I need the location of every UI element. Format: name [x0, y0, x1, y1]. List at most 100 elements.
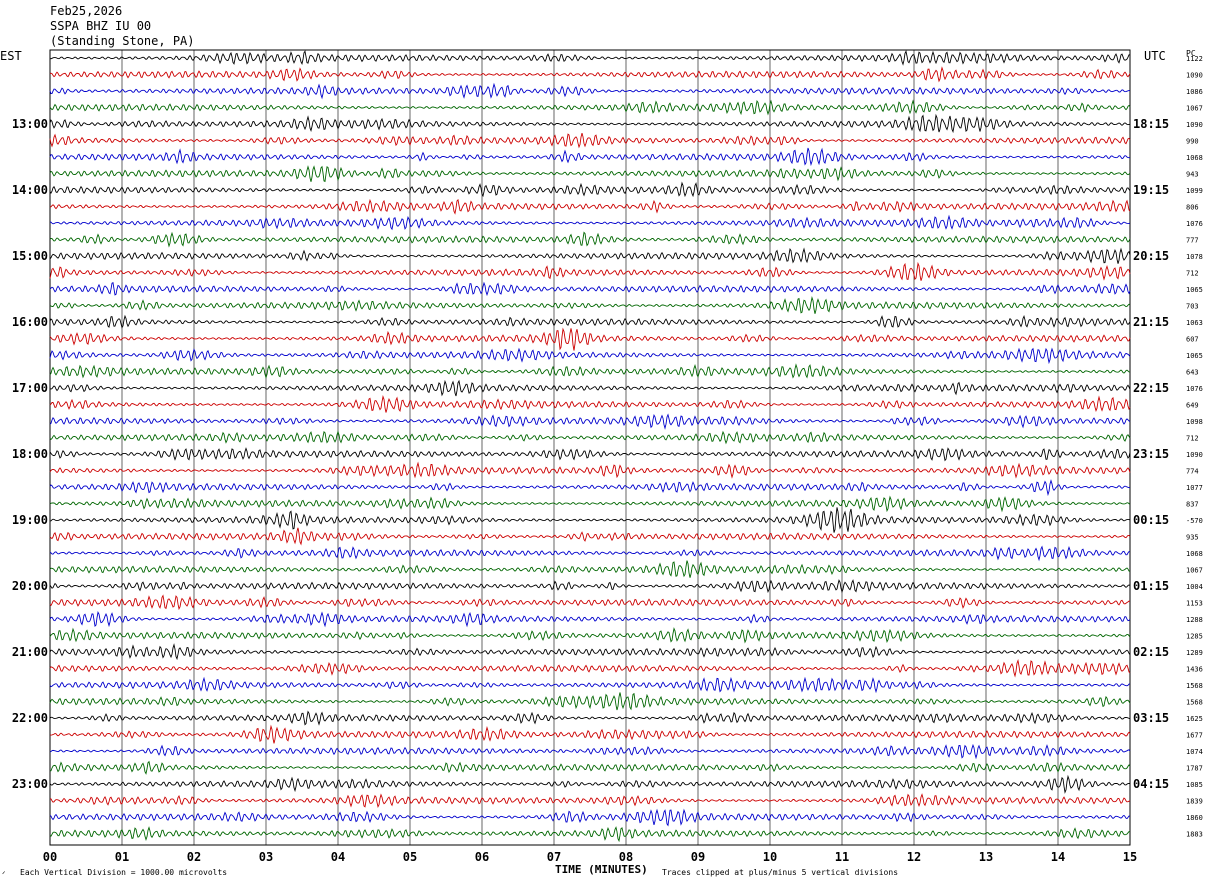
- utc-hour-label: 02:15: [1133, 645, 1169, 659]
- trace-offset-label: 1839: [1186, 798, 1203, 806]
- x-tick-label: 09: [691, 850, 705, 864]
- trace-offset-label: 1883: [1186, 831, 1203, 839]
- trace-offset-label: 837: [1186, 501, 1199, 509]
- trace-line: [49, 461, 1131, 479]
- trace-line: [49, 363, 1131, 379]
- trace-offset-label: 943: [1186, 171, 1199, 179]
- trace-offset-label: 1289: [1186, 649, 1203, 657]
- trace-offset-label: 1078: [1186, 253, 1203, 261]
- trace-line: [49, 760, 1131, 775]
- x-tick-label: 12: [907, 850, 921, 864]
- trace-offset-label: 1065: [1186, 286, 1203, 294]
- trace-offset-label: 1074: [1186, 748, 1203, 756]
- header-date: Feb25,2026: [50, 4, 123, 18]
- utc-hour-label: 01:15: [1133, 579, 1169, 593]
- trace-line: [49, 347, 1131, 365]
- trace-line: [49, 132, 1131, 149]
- est-hour-label: 18:00: [12, 447, 48, 461]
- trace-offset-label: 1568: [1186, 699, 1203, 707]
- x-tick-label: 05: [403, 850, 417, 864]
- trace-offset-label: -570: [1186, 517, 1203, 525]
- trace-line: [49, 181, 1131, 198]
- trace-offset-label: 703: [1186, 303, 1199, 311]
- trace-offset-label: 643: [1186, 369, 1199, 377]
- est-hour-label: 22:00: [12, 711, 48, 725]
- est-hour-label: 19:00: [12, 513, 48, 527]
- trace-line: [49, 579, 1131, 594]
- x-tick-label: 15: [1123, 850, 1137, 864]
- trace-line: [49, 545, 1131, 562]
- trace-offset-label: 649: [1186, 402, 1199, 410]
- utc-hour-label: 03:15: [1133, 711, 1169, 725]
- x-tick-label: 08: [619, 850, 633, 864]
- trace-line: [49, 231, 1131, 248]
- x-tick-label: 02: [187, 850, 201, 864]
- trace-line: [49, 594, 1131, 611]
- trace-offset-label: 1677: [1186, 732, 1203, 740]
- trace-line: [49, 627, 1131, 644]
- trace-offset-label: 1086: [1186, 88, 1203, 96]
- est-hour-labels: 13:00 14:00 15:00 16:00 17:00 18:00 19:00 20:00…: [12, 117, 48, 791]
- trace-line: [49, 295, 1131, 314]
- trace-offset-label: 1787: [1186, 765, 1203, 773]
- trace-offset-label: 1076: [1186, 385, 1203, 393]
- trace-line: [49, 50, 1130, 66]
- left-unit-label: EST: [0, 49, 22, 63]
- trace-line: [49, 743, 1131, 760]
- trace-offset-label: 1099: [1186, 187, 1203, 195]
- trace-offset-label: 1067: [1186, 567, 1203, 575]
- utc-hour-label: 18:15: [1133, 117, 1169, 131]
- x-axis-ticks: 00 01 02 03 04 05 06 07 08 09 10 11 12 13 14 15: [43, 850, 1137, 864]
- trace-line: [49, 560, 1131, 578]
- trace-line: [49, 527, 1131, 546]
- trace-line: [49, 826, 1131, 843]
- trace-offset-label: 1065: [1186, 352, 1203, 360]
- trace-line: [49, 113, 1131, 134]
- est-hour-label: 17:00: [12, 381, 48, 395]
- trace-offset-label: 1068: [1186, 550, 1203, 558]
- trace-line: [49, 495, 1131, 513]
- trace-line: [49, 413, 1131, 430]
- x-tick-label: 13: [979, 850, 993, 864]
- trace-line: [49, 793, 1131, 809]
- trace-line: [49, 610, 1131, 628]
- trace-offset-label: 1122: [1186, 55, 1203, 63]
- header-station: SSPA BHZ IU 00: [50, 19, 152, 33]
- trace-offset-label: 712: [1186, 270, 1199, 278]
- trace-offset-label: 1568: [1186, 682, 1203, 690]
- trace-line: [49, 281, 1131, 297]
- utc-hour-label: 20:15: [1133, 249, 1169, 263]
- x-tick-label: 10: [763, 850, 777, 864]
- trace-line: [50, 724, 1131, 744]
- x-tick-label: 14: [1051, 850, 1065, 864]
- x-tick-label: 00: [43, 850, 57, 864]
- trace-line: [49, 774, 1131, 794]
- corner-label: PC: [1186, 49, 1196, 58]
- trace-offset-label: 1288: [1186, 616, 1203, 624]
- clip-note: Traces clipped at plus/minus 5 vertical …: [662, 868, 899, 877]
- x-tick-label: 06: [475, 850, 489, 864]
- est-hour-label: 15:00: [12, 249, 48, 263]
- trace-line: [49, 808, 1131, 827]
- trace-line: [49, 643, 1131, 661]
- trace-line: [49, 198, 1131, 215]
- trace-offset-label: 1004: [1186, 583, 1203, 591]
- trace-line: [49, 479, 1131, 497]
- utc-hour-labels: 18:15 19:15 20:15 21:15 22:15 23:15 00:15 01:15…: [1133, 117, 1169, 791]
- trace-line: [49, 214, 1131, 231]
- trace-line: [49, 507, 1131, 533]
- trace-offset-label: 1090: [1186, 121, 1203, 129]
- trace-offset-label: 774: [1186, 468, 1199, 476]
- est-hour-label: 21:00: [12, 645, 48, 659]
- trace-line: [49, 447, 1131, 462]
- trace-offset-label: 777: [1186, 237, 1199, 245]
- x-tick-label: 04: [331, 850, 345, 864]
- grid-lines: [49, 49, 1131, 846]
- trace-offset-label: 1068: [1186, 154, 1203, 162]
- trace-line: [49, 658, 1131, 678]
- trace-line: [49, 379, 1131, 397]
- x-tick-label: 01: [115, 850, 129, 864]
- x-tick-label: 11: [835, 850, 849, 864]
- trace-line: [49, 430, 1131, 445]
